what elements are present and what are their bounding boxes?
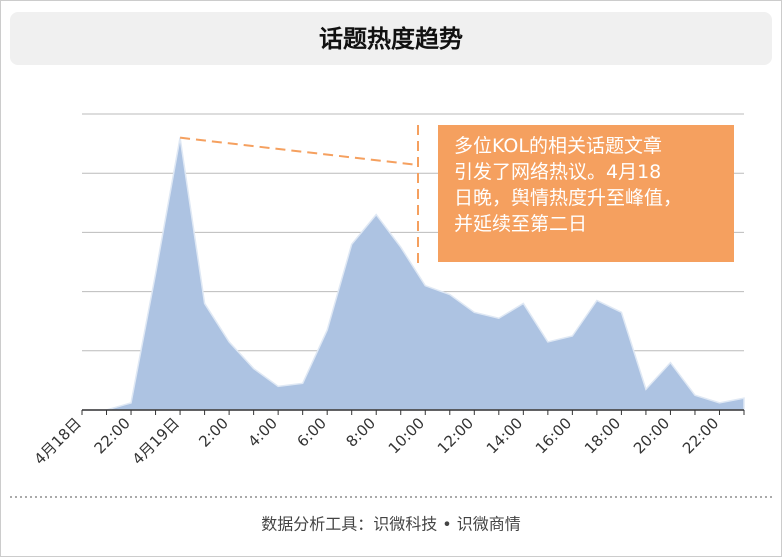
annotation: 多位KOL的相关话题文章 引发了网络热议。4月18 日晚，舆情热度升至峰值， 并延续至… (438, 125, 734, 262)
area (82, 137, 745, 411)
callout-line (179, 136, 419, 166)
title-bar (10, 12, 772, 65)
annotation-line: 日晚，舆情热度升至峰值， (454, 187, 683, 209)
annotation-line: 多位KOL的相关话题文章 (454, 135, 662, 157)
annotation-line: 引发了网络热议。4月18 (454, 161, 662, 183)
footer: 数据分析工具：识微科技 • 识微商情 (261, 515, 521, 534)
chart-title: 话题热度趋势 (319, 25, 463, 53)
annotation-line: 并延续至第二日 (454, 213, 588, 235)
